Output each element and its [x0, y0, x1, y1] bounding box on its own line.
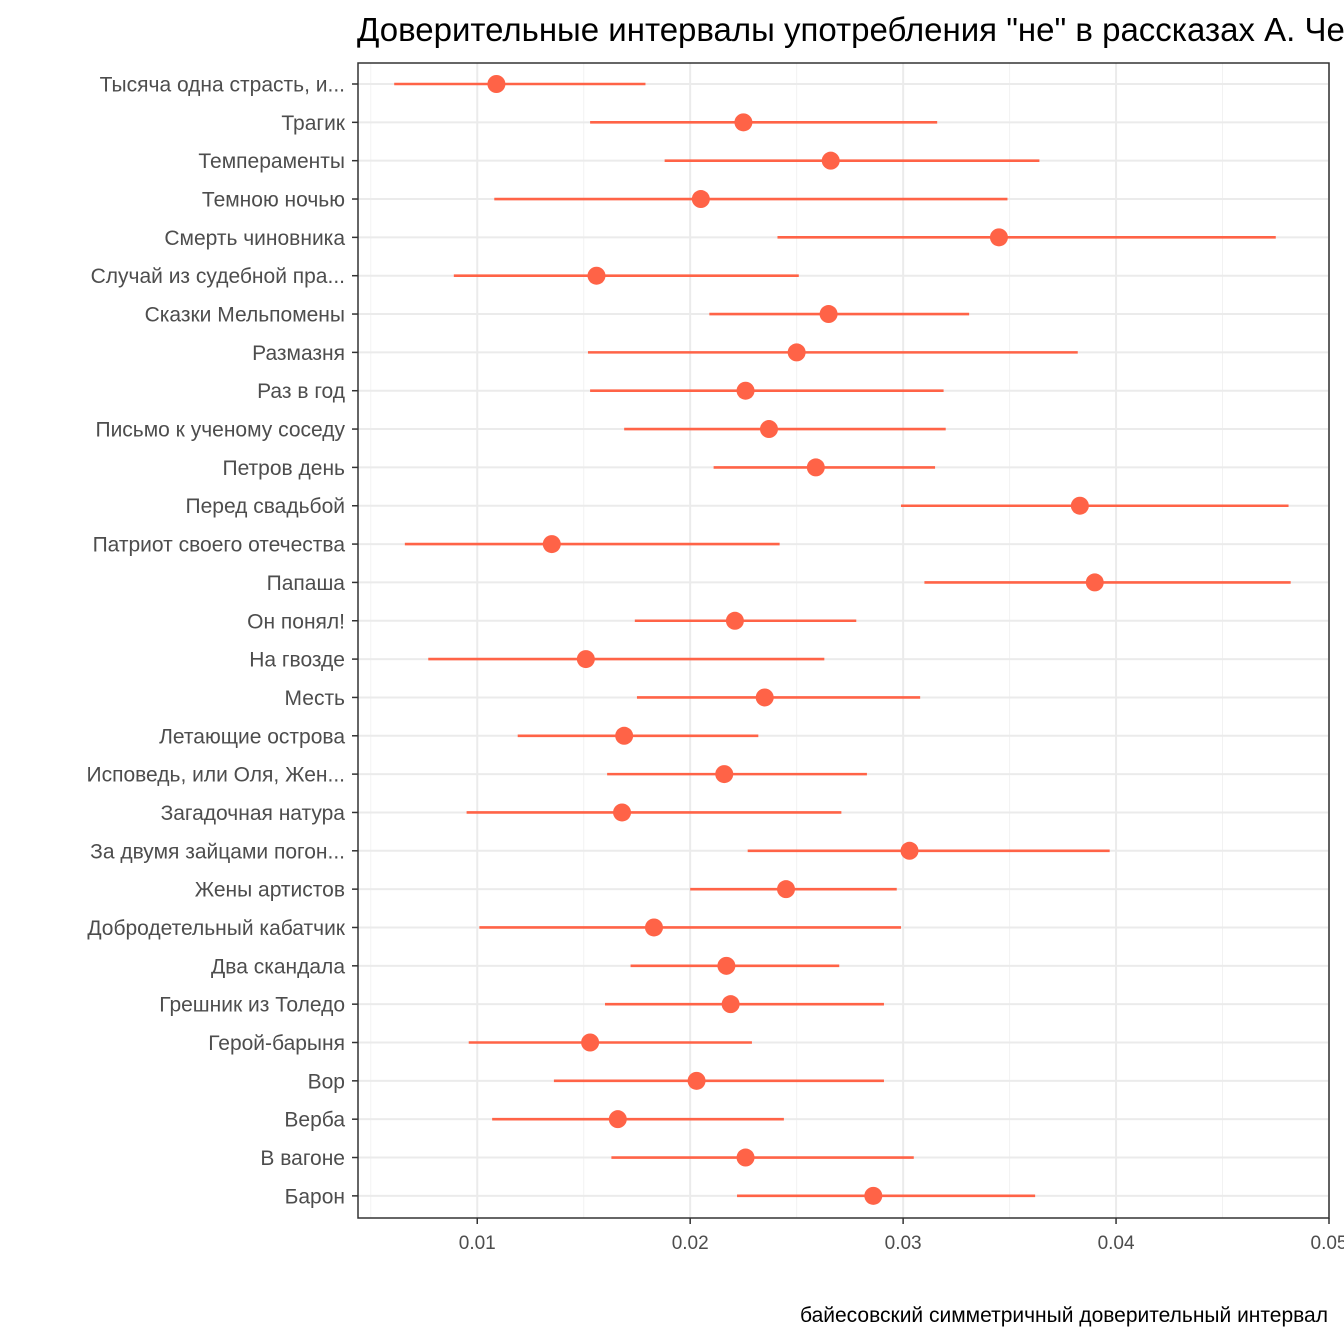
estimate-point: [787, 343, 806, 362]
y-tick-label: Перед свадьбой: [186, 495, 346, 518]
y-tick-label: Грешник из Толедо: [159, 994, 345, 1017]
estimate-point: [864, 1186, 883, 1205]
estimate-point: [691, 190, 710, 209]
y-tick-label: Трагик: [281, 112, 345, 135]
estimate-point: [755, 688, 774, 707]
x-tick-label: 0.02: [672, 1233, 709, 1254]
estimate-point: [806, 458, 825, 477]
y-tick-label: Папаша: [267, 572, 346, 595]
estimate-point: [721, 995, 740, 1014]
x-tick-label: 0.01: [459, 1233, 496, 1254]
point-estimates: [487, 75, 1104, 1205]
x-tick-label: 0.05: [1311, 1233, 1344, 1254]
y-tick-label: За двумя зайцами погон...: [90, 840, 345, 863]
y-tick-label: Месть: [285, 687, 346, 710]
plot-border: [357, 62, 1330, 1219]
estimate-point: [687, 1071, 706, 1090]
estimate-point: [736, 381, 755, 400]
y-tick-label: Смерть чиновника: [164, 227, 345, 250]
estimate-point: [587, 266, 606, 285]
estimate-point: [819, 305, 838, 324]
estimate-point: [989, 228, 1008, 247]
confidence-intervals: [394, 82, 1291, 1198]
estimate-point: [608, 1110, 627, 1129]
x-tick-label: 0.04: [1098, 1233, 1135, 1254]
y-tick-label: Письмо к ученому соседу: [95, 419, 345, 442]
y-tick-label: В вагоне: [260, 1147, 345, 1170]
minor-gridlines: [370, 63, 1224, 1218]
y-tick-label: Темпераменты: [198, 150, 345, 173]
y-tick-label: Тысяча одна страсть, и...: [100, 74, 345, 97]
y-tick-label: Два скандала: [211, 955, 345, 978]
estimate-point: [644, 918, 663, 937]
estimate-point: [615, 726, 634, 745]
y-tick-label: Верба: [284, 1109, 345, 1132]
y-tick-label: Петров день: [222, 457, 345, 480]
y-tick-label: Раз в год: [257, 380, 345, 403]
y-tick-label: Темною ночью: [202, 189, 345, 212]
y-tick-label: Сказки Мельпомены: [145, 304, 345, 327]
y-tick-label: Случай из судебной пра...: [91, 265, 345, 288]
chart-title: Доверительные интервалы употребления "не…: [357, 11, 1344, 48]
y-axis: Тысяча одна страсть, и... Трагик Темпераме…: [86, 74, 358, 1208]
estimate-point: [613, 803, 632, 822]
y-tick-label: Патриот своего отечества: [93, 534, 346, 557]
y-tick-label: Герой-барыня: [208, 1032, 345, 1055]
estimate-point: [734, 113, 753, 132]
y-tick-label: Барон: [285, 1185, 345, 1208]
estimate-point: [777, 880, 796, 899]
estimate-point: [717, 956, 736, 975]
y-tick-label: Размазня: [252, 342, 345, 365]
y-tick-label: Жены артистов: [195, 879, 345, 902]
plot-panel: [358, 63, 1329, 1218]
y-tick-label: Летающие острова: [159, 725, 345, 748]
y-tick-label: На гвозде: [249, 649, 345, 672]
y-tick-label: Он понял!: [247, 610, 345, 633]
x-tick-label: 0.03: [885, 1233, 922, 1254]
estimate-point: [715, 765, 734, 784]
y-tick-label: Загадочная натура: [161, 802, 346, 825]
estimate-point: [542, 535, 561, 554]
estimate-point: [487, 75, 506, 93]
y-tick-label: Исповедь, или Оля, Жен...: [86, 764, 345, 787]
estimate-point: [759, 420, 778, 439]
estimate-point: [725, 611, 744, 630]
y-tick-label: Добродетельный кабатчик: [87, 917, 345, 940]
estimate-point: [581, 1033, 600, 1052]
estimate-point: [1085, 573, 1104, 592]
estimate-point: [900, 841, 919, 860]
x-axis-label: байесовский симметричный доверительный и…: [800, 1304, 1328, 1327]
estimate-point: [736, 1148, 755, 1167]
y-tick-label: Вор: [308, 1070, 345, 1093]
x-axis: 0.01 0.02 0.03 0.04 0.05: [459, 1218, 1344, 1254]
estimate-point: [1070, 496, 1089, 515]
estimate-point: [821, 151, 840, 170]
estimate-point: [576, 650, 595, 669]
